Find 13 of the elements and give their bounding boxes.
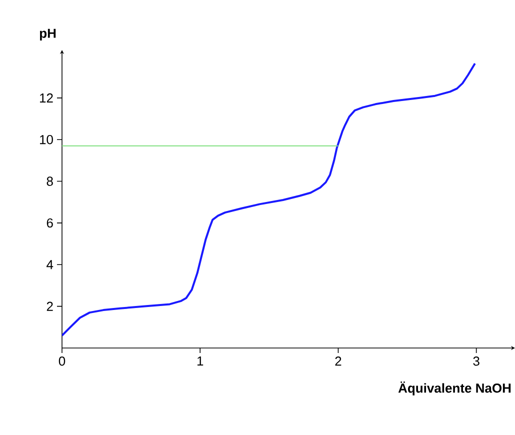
x-tick-label: 2	[335, 356, 342, 366]
x-tick-label: 1	[197, 356, 204, 366]
y-tick-label: 10	[40, 134, 53, 144]
y-tick-label: 6	[46, 218, 53, 228]
line-series	[62, 62, 476, 336]
y-tick-label: 4	[46, 260, 54, 270]
y-tick-label: 2	[46, 302, 53, 311]
y-tick-label: 8	[46, 176, 53, 186]
y-axis-title: pH	[40, 28, 56, 40]
y-tick-label: 12	[40, 93, 53, 102]
x-axis-title: Äquivalente NaOH	[398, 382, 511, 396]
x-tick-label: 0	[58, 356, 66, 366]
x-tick-label: 3	[473, 356, 480, 366]
